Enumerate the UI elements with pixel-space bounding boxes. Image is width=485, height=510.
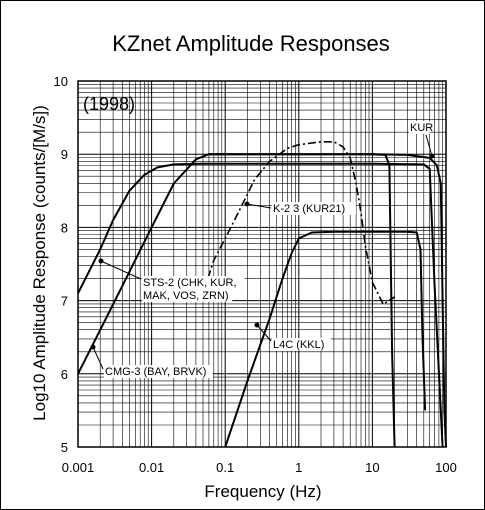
y-axis-label: Log10 Amplitude Response (counts/[M/s]) — [30, 105, 49, 421]
y-tick-label: 8 — [61, 220, 68, 235]
annotation-arrowhead — [90, 344, 96, 350]
x-axis-label: Frequency (Hz) — [204, 482, 321, 501]
annotation-leader — [92, 346, 104, 370]
annotation-leader — [256, 324, 272, 342]
annotation-text: MAK, VOS, ZRN) — [143, 290, 229, 302]
x-tick-label: 0.1 — [216, 460, 234, 475]
x-tick-label: 10 — [365, 460, 379, 475]
annotation-text: STS-2 (CHK, KUR, — [143, 277, 237, 289]
annotation-text: KUR — [410, 122, 433, 134]
annotation-arrowhead — [429, 153, 435, 159]
tick-labels: 0.001 0.01 0.1 1 10 100 5 6 7 8 9 10 — [54, 74, 457, 475]
y-tick-label: 6 — [61, 367, 68, 382]
annotation-arrowhead — [244, 201, 250, 207]
annotation-background — [409, 121, 430, 134]
x-tick-label: 100 — [435, 460, 457, 475]
series-line-kur — [208, 153, 447, 448]
annotation-background — [272, 338, 331, 351]
annotation-text: CMG-3 (BAY, BRVK) — [105, 366, 206, 378]
plot-border — [77, 80, 447, 448]
curve-annotations: STS-2 (CHK, KUR,MAK, VOS, ZRN) CMG-3 (BAY… — [90, 121, 435, 378]
annotation-text: K-2 3 (KUR21) — [273, 203, 345, 215]
y-tick-label: 9 — [61, 147, 68, 162]
response-curves — [77, 141, 447, 448]
annotation-background — [104, 365, 214, 378]
series-line-k-2 — [202, 141, 396, 306]
y-tick-label: 5 — [61, 440, 68, 455]
chart-title: KZnet Amplitude Responses — [112, 31, 390, 56]
annotation-arrowhead — [254, 322, 260, 328]
annotation-leader — [246, 203, 272, 209]
annotation-background — [142, 276, 245, 289]
annotation-leader — [100, 260, 142, 280]
annotation-background — [142, 289, 233, 302]
series-line-sts-2 — [77, 162, 444, 448]
annotation-text: L4C (KKL) — [273, 339, 324, 351]
y-tick-label: 10 — [54, 74, 68, 89]
x-tick-label: 1 — [295, 460, 302, 475]
annotation-leader — [425, 134, 433, 157]
x-tick-label: 0.01 — [139, 460, 164, 475]
annotation-background — [272, 202, 356, 215]
annotation-arrowhead — [98, 258, 104, 264]
x-tick-label: 0.001 — [62, 460, 95, 475]
series-line-l4c — [224, 230, 427, 448]
y-tick-label: 7 — [61, 294, 68, 309]
